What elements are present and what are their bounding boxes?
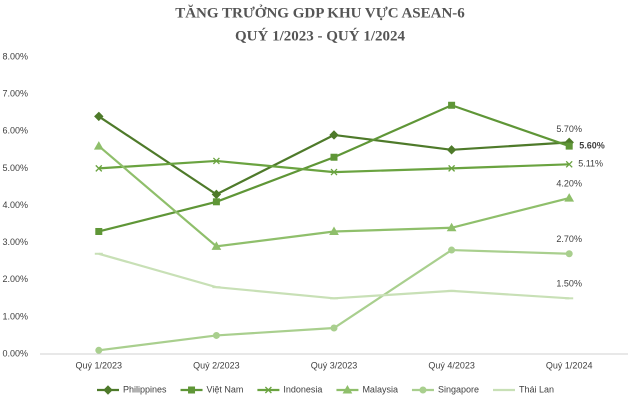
legend: Philippines Việt Nam Indonesia Malaysia Sing… <box>97 384 554 395</box>
marker <box>211 241 222 250</box>
series-line <box>98 248 570 352</box>
y-tick-label: 5.00% <box>2 163 28 173</box>
marker <box>329 226 339 235</box>
marker <box>448 246 456 254</box>
data-label: 5.60% <box>579 140 605 150</box>
marker <box>564 193 575 202</box>
data-label: 5.70% <box>556 124 582 134</box>
marker <box>330 168 338 176</box>
data-label: 5.11% <box>578 159 603 169</box>
marker <box>565 160 573 168</box>
x-tick-label: Quý 3/2023 <box>311 360 358 370</box>
y-tick-label: 0.00% <box>2 348 28 358</box>
chart-subtitle: QUÝ 1/2023 - QUÝ 1/2024 <box>235 27 405 44</box>
y-tick-label: 7.00% <box>2 89 28 99</box>
data-label: 1.50% <box>556 279 582 289</box>
x-tick-label: Quý 1/2024 <box>546 360 593 370</box>
x-tick-label: Quý 2/2023 <box>193 360 240 370</box>
marker <box>95 346 103 354</box>
marker <box>565 142 573 150</box>
chart-title: TĂNG TRƯỞNG GDP KHU VỰC ASEAN-6 <box>175 4 465 21</box>
legend-label: Malaysia <box>362 384 398 394</box>
marker <box>264 386 272 394</box>
marker <box>448 101 456 109</box>
series-line <box>98 252 570 300</box>
marker <box>329 130 339 140</box>
marker <box>103 385 113 395</box>
marker <box>94 111 104 122</box>
legend-label: Việt Nam <box>207 384 244 394</box>
marker <box>95 227 103 235</box>
series-line <box>98 104 570 233</box>
x-tick-label: Quý 4/2023 <box>428 360 475 370</box>
marker <box>330 153 338 161</box>
marker <box>448 164 456 172</box>
data-label: 2.70% <box>556 234 582 244</box>
y-tick-label: 2.00% <box>2 274 28 284</box>
marker <box>565 250 573 258</box>
y-tick-label: 6.00% <box>2 126 28 136</box>
marker <box>212 198 220 206</box>
legend-label: Thái Lan <box>519 384 554 394</box>
legend-label: Singapore <box>438 384 479 394</box>
marker <box>342 384 353 394</box>
data-label: 4.20% <box>556 178 582 188</box>
x-tick-label: Quý 1/2023 <box>76 360 123 370</box>
marker <box>419 386 427 394</box>
y-tick-label: 3.00% <box>2 237 28 247</box>
legend-label: Philippines <box>123 384 167 394</box>
marker <box>95 164 103 172</box>
marker <box>188 386 196 394</box>
y-tick-label: 4.00% <box>2 200 28 210</box>
marker <box>446 222 457 232</box>
legend-label: Indonesia <box>283 384 322 394</box>
marker <box>93 141 104 150</box>
y-tick-label: 8.00% <box>2 51 28 61</box>
marker <box>330 324 338 332</box>
marker <box>212 331 220 339</box>
marker <box>212 157 220 165</box>
marker <box>446 145 457 155</box>
y-tick-label: 1.00% <box>2 311 28 321</box>
